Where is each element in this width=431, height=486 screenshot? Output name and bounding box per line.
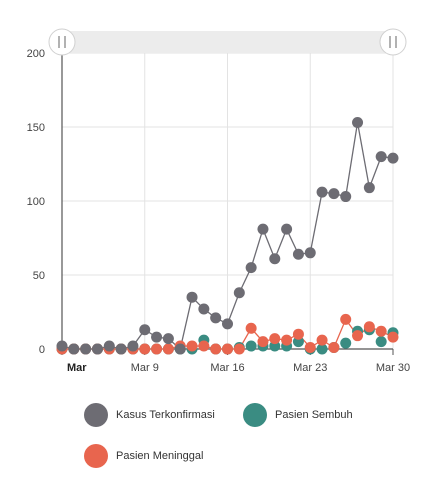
data-point-confirmed <box>68 343 80 355</box>
range-scrollbar-track[interactable] <box>62 31 393 53</box>
legend-label-deaths: Pasien Meninggal <box>116 450 204 462</box>
data-point-deaths <box>316 334 328 346</box>
data-point-confirmed <box>198 303 210 315</box>
data-point-recovered <box>340 337 352 349</box>
data-point-confirmed <box>245 262 257 274</box>
data-point-confirmed <box>387 152 399 164</box>
legend-marker-recovered <box>243 403 267 427</box>
data-point-deaths <box>210 343 222 355</box>
data-point-deaths <box>304 342 316 354</box>
y-tick-label: 150 <box>27 122 45 134</box>
data-point-confirmed <box>375 151 387 163</box>
data-point-deaths <box>363 321 375 333</box>
legend-marker-confirmed <box>84 403 108 427</box>
data-point-deaths <box>186 340 198 352</box>
data-point-recovered <box>245 340 257 352</box>
data-point-confirmed <box>292 248 304 260</box>
data-point-deaths <box>340 313 352 325</box>
range-handle-right[interactable] <box>379 28 407 56</box>
data-point-confirmed <box>340 191 352 203</box>
data-point-deaths <box>281 334 293 346</box>
x-tick-label: Mar 23 <box>293 362 327 374</box>
data-point-confirmed <box>352 117 364 129</box>
y-tick-label: 200 <box>27 48 45 60</box>
data-point-confirmed <box>127 340 139 352</box>
data-point-deaths <box>198 340 210 352</box>
data-point-deaths <box>387 331 399 343</box>
legend-item-deaths[interactable]: Pasien Meninggal <box>84 444 203 468</box>
legend-item-confirmed[interactable]: Kasus Terkonfirmasi <box>84 403 215 427</box>
legend-label-confirmed: Kasus Terkonfirmasi <box>116 409 215 421</box>
range-scrollbar[interactable] <box>48 28 407 56</box>
data-point-deaths <box>222 343 233 355</box>
y-tick-label: 100 <box>27 196 45 208</box>
data-point-confirmed <box>91 343 103 355</box>
data-point-confirmed <box>328 188 340 200</box>
data-point-recovered <box>375 336 387 348</box>
x-tick-label: Mar 30 <box>376 362 410 374</box>
data-point-confirmed <box>139 324 151 336</box>
data-point-confirmed <box>363 182 375 194</box>
data-point-confirmed <box>103 340 115 352</box>
series-layer <box>56 117 399 355</box>
data-point-confirmed <box>80 343 92 355</box>
legend-marker-deaths <box>84 444 108 468</box>
data-point-confirmed <box>162 333 174 345</box>
data-point-deaths <box>151 343 163 355</box>
x-tick-label: Mar <box>67 362 87 374</box>
data-point-recovered <box>316 343 328 355</box>
data-point-confirmed <box>269 253 281 265</box>
data-point-confirmed <box>222 318 233 330</box>
range-handle-left[interactable] <box>48 28 76 56</box>
data-point-confirmed <box>304 247 316 259</box>
data-point-deaths <box>292 328 304 340</box>
axes: 0 50 100 150 200 Mar Mar 9 Mar 16 Mar 23 Mar 30 <box>27 48 410 374</box>
data-point-deaths <box>352 330 364 342</box>
data-point-confirmed <box>210 312 222 324</box>
data-point-confirmed <box>115 343 127 355</box>
data-point-deaths <box>375 325 387 337</box>
legend-label-recovered: Pasien Sembuh <box>275 409 353 421</box>
data-point-deaths <box>162 343 174 355</box>
data-point-confirmed <box>174 343 186 355</box>
data-point-deaths <box>245 322 257 334</box>
data-point-confirmed <box>186 291 198 303</box>
data-point-deaths <box>233 343 245 355</box>
x-tick-label: Mar 16 <box>210 362 244 374</box>
y-tick-label: 50 <box>33 270 45 282</box>
legend-item-recovered[interactable]: Pasien Sembuh <box>243 403 353 427</box>
data-point-deaths <box>328 342 340 354</box>
data-point-confirmed <box>257 223 269 235</box>
data-point-deaths <box>257 336 269 348</box>
data-point-confirmed <box>56 340 68 352</box>
y-tick-label: 0 <box>39 344 45 356</box>
data-point-confirmed <box>316 186 328 198</box>
data-point-deaths <box>269 333 281 345</box>
data-point-confirmed <box>151 331 163 343</box>
data-point-confirmed <box>281 223 293 235</box>
data-point-deaths <box>139 343 151 355</box>
x-tick-label: Mar 9 <box>131 362 159 374</box>
data-point-confirmed <box>233 287 245 299</box>
